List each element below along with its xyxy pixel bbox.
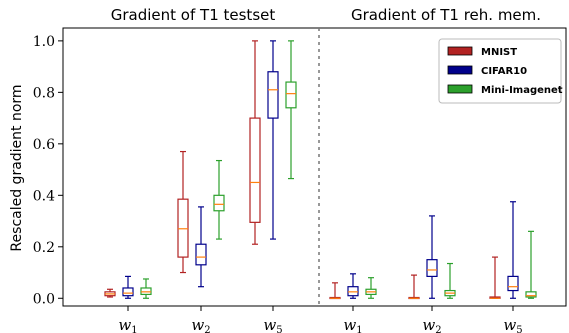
box [249,117,261,223]
box [347,286,359,297]
plot-marks: 0.0 0.2 0.4 0.6 0.8 1.0 w1 w2 w5 w1 w2 w5 [33,34,537,333]
chart-title-right: Gradient of T1 reh. mem. [351,6,541,24]
x-tick-label: w5 [503,316,522,333]
box [177,198,189,258]
box [122,287,134,297]
x-tick-label: w5 [263,316,282,333]
chart-title-left: Gradient of T1 testset [111,6,276,24]
box [525,291,537,298]
y-tick-label: 0.8 [33,85,55,101]
x-tick-label: w1 [343,316,362,333]
y-tick-label: 1.0 [33,34,55,50]
box [213,194,225,212]
y-tick-label: 0.0 [33,291,55,307]
box [140,287,152,296]
y-axis-label: Rescaled gradient norm [9,84,25,251]
x-tick-label: w1 [118,316,137,333]
legend-swatch [447,84,473,94]
y-tick-label: 0.4 [33,188,55,204]
legend-label: MNIST [481,47,517,58]
legend-swatch [447,46,473,56]
y-tick-label: 0.6 [33,137,55,153]
legend-swatch [447,65,473,75]
y-tick-label: 0.2 [33,240,55,256]
legend: MNIST CIFAR10 Mini-Imagenet [438,38,563,104]
box [507,275,519,292]
box [267,71,279,119]
box [195,243,207,266]
legend-label: Mini-Imagenet [481,85,563,96]
box [285,81,297,109]
legend-label: CIFAR10 [481,66,527,77]
x-tick-label: w2 [191,316,210,333]
x-tick-label: w2 [422,316,441,333]
plot-frame [62,27,567,307]
box [426,259,438,277]
